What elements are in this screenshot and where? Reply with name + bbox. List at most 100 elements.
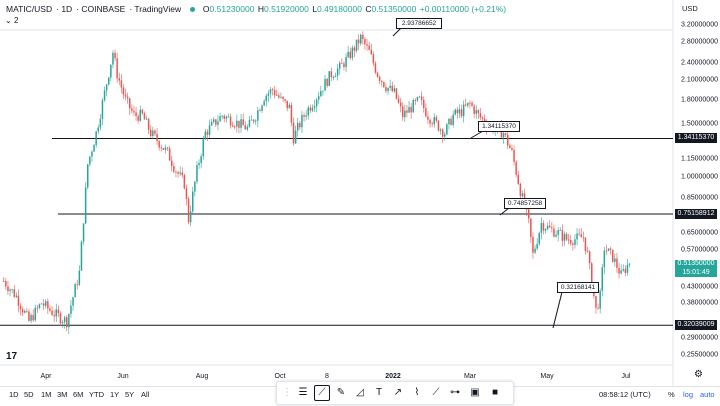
timeframe-3m-button[interactable]: 3M (57, 390, 68, 399)
timeframe-6m-button[interactable]: 6M (73, 390, 84, 399)
time-tick: Mar (463, 373, 477, 380)
candle-body (101, 100, 104, 119)
time-tick: Oct (274, 373, 286, 380)
price-tick: 1.00000000 (681, 173, 718, 181)
candle-body (454, 109, 456, 115)
candle-body (267, 93, 270, 96)
price-tick: 0.85000000 (681, 194, 718, 202)
tradingview-logo[interactable]: 17 (6, 351, 18, 362)
price-callout[interactable]: 2.93786652 (396, 18, 442, 29)
candle-body (538, 232, 540, 244)
text-icon[interactable]: T (375, 387, 383, 398)
candle-body (227, 116, 230, 118)
candle-body (273, 90, 276, 96)
candle-body (437, 120, 440, 131)
candle-body (435, 117, 438, 121)
candle-body (576, 233, 578, 240)
percent-scale-button[interactable]: % (668, 390, 675, 399)
candle-body (42, 303, 45, 306)
candle-body (30, 315, 32, 321)
trend-lines-icon[interactable]: ☰ (298, 387, 308, 398)
candle-body (49, 308, 51, 311)
price-callout[interactable]: 1.34115370 (478, 121, 520, 132)
candle-body (439, 129, 442, 131)
candle-body (578, 233, 580, 235)
candle-body (420, 96, 423, 100)
candle-body (397, 98, 400, 103)
symbol-header[interactable]: MATIC/USD · 1D · COINBASE · TradingView O0.… (6, 4, 507, 14)
candle-body (530, 218, 532, 237)
patterns-icon[interactable]: ⌇ (414, 387, 420, 398)
candle-body (563, 233, 566, 241)
measure-icon[interactable]: ⊶ (450, 387, 460, 398)
candle-body (120, 80, 123, 88)
candle-body (175, 171, 177, 173)
candle-body (126, 96, 129, 99)
pitchfork-icon[interactable]: ⟋ (314, 385, 330, 401)
candle-body (395, 88, 398, 99)
select-box-icon[interactable]: ▣ (470, 387, 480, 398)
candle-body (55, 309, 57, 317)
horizontal-lines[interactable] (0, 137, 673, 326)
candle-body (618, 267, 620, 274)
price-callout[interactable]: 0.32168141 (557, 282, 599, 293)
candle-body (336, 68, 339, 76)
timeframe-all-button[interactable]: All (141, 390, 150, 399)
currency-label[interactable]: USD (682, 4, 698, 13)
arrow-icon[interactable]: ↗ (393, 387, 403, 398)
log-scale-button[interactable]: log (683, 390, 694, 399)
candle-body (355, 39, 358, 51)
forecast-icon[interactable]: ⟋ (432, 387, 440, 398)
price-callout[interactable]: 0.74857258 (504, 198, 546, 209)
candle-body (255, 120, 257, 122)
candle-body (383, 81, 385, 88)
candle-body (349, 51, 351, 58)
candle-body (456, 109, 459, 114)
candle-body (504, 133, 507, 135)
candle-body (13, 289, 15, 297)
candle-body (103, 90, 106, 101)
candle-body (360, 34, 362, 44)
timeframe-1d-button[interactable]: 1D (9, 390, 19, 399)
candle-body (507, 134, 509, 146)
candle-body (414, 100, 417, 101)
drag-handle-icon[interactable]: ⋮ (282, 387, 292, 398)
chevron-down-icon: ⌄ (5, 16, 12, 25)
symbol-name[interactable]: MATIC/USD (6, 4, 53, 14)
price-tick: 2.80000000 (681, 38, 718, 46)
candle-body (145, 118, 148, 120)
candle-body (423, 99, 425, 109)
clock[interactable]: 08:58:12 (UTC) (599, 390, 651, 399)
gear-icon[interactable]: ⚙ (694, 369, 703, 380)
candle-body (72, 297, 74, 306)
shapes-icon[interactable]: ◿ (356, 387, 364, 398)
stop-icon[interactable]: ■ (491, 387, 499, 398)
candle-body (70, 305, 72, 314)
timeframe-5d-button[interactable]: 5D (24, 390, 34, 399)
candle-body (345, 56, 347, 68)
last-price-value: 0.51350000 (677, 260, 715, 267)
candle-body (215, 119, 217, 125)
timeframe-1m-button[interactable]: 1M (41, 390, 52, 399)
candle-body (502, 133, 505, 138)
candle-body (139, 109, 141, 121)
candle-body (378, 76, 381, 81)
indicators-toggle[interactable]: ⌄ 2 (5, 16, 18, 25)
candle-body (416, 97, 419, 101)
timeframe-ytd-button[interactable]: YTD (89, 390, 104, 399)
candle-body (76, 284, 78, 286)
timeframe-5y-button[interactable]: 5Y (125, 390, 135, 399)
candle-body (458, 109, 461, 114)
interval-label[interactable]: 1D (61, 4, 73, 14)
candle-body (347, 51, 349, 57)
candle-body (154, 130, 156, 134)
price-tick: 0.25500000 (681, 351, 718, 359)
candle-body (567, 239, 570, 241)
brush-icon[interactable]: ✎ (336, 387, 346, 398)
candle-body (519, 183, 522, 197)
timeframe-1y-button[interactable]: 1Y (110, 390, 120, 399)
candle-body (370, 49, 372, 55)
auto-scale-button[interactable]: auto (700, 390, 715, 399)
candle-body (332, 76, 335, 78)
